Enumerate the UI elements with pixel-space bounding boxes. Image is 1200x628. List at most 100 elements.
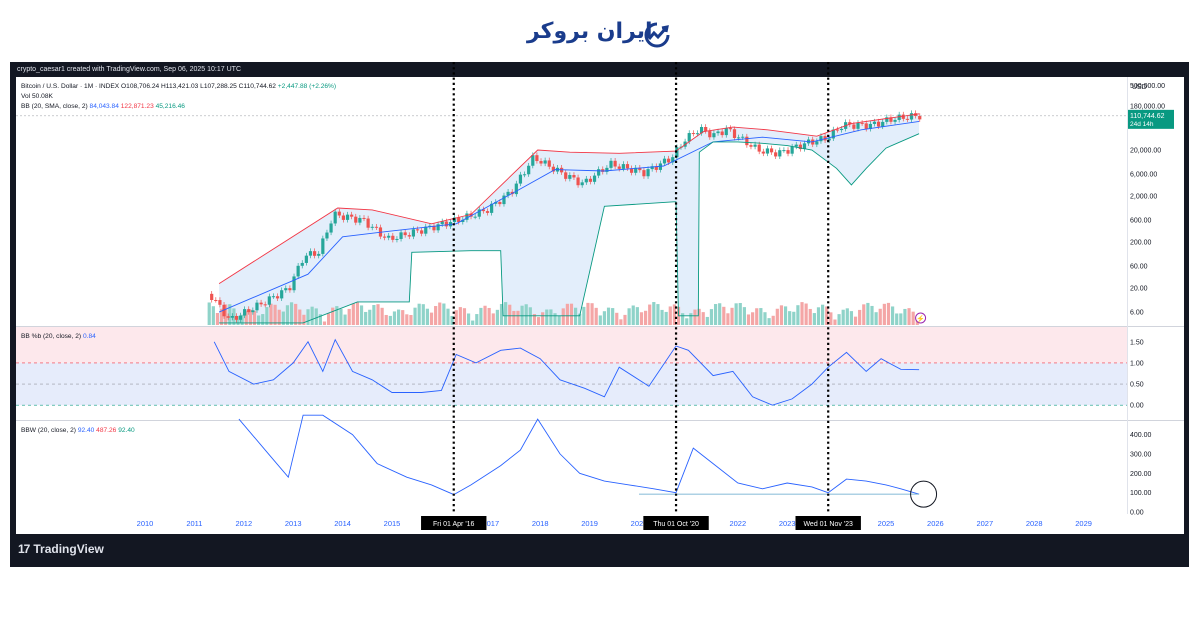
candle-body xyxy=(374,226,378,228)
candle-body xyxy=(275,296,280,299)
price-tick-label: 60.00 xyxy=(1130,264,1148,271)
volume-bar xyxy=(672,304,677,325)
candle-body xyxy=(905,118,910,120)
volume-bar xyxy=(380,307,384,325)
date-marker-badge xyxy=(643,516,709,530)
volume-bar xyxy=(462,308,467,325)
volume-bar xyxy=(479,307,483,325)
candle-body xyxy=(551,166,555,172)
pctb-tick-label: 1.00 xyxy=(1130,360,1144,367)
legend-bb-lower: 45,216.46 xyxy=(155,103,185,110)
volume-bar xyxy=(466,313,471,325)
candle-body xyxy=(366,218,370,228)
candle-body xyxy=(568,175,572,179)
candle-body xyxy=(403,232,407,236)
year-tick-label: 2027 xyxy=(976,519,993,528)
candle-body xyxy=(288,288,292,291)
candle-body xyxy=(502,195,506,205)
volume-bar xyxy=(450,315,454,325)
candle-body xyxy=(699,127,704,134)
volume-bar xyxy=(907,308,911,325)
volume-bar xyxy=(327,313,331,325)
volume-bar xyxy=(257,315,261,325)
volume-bar xyxy=(483,305,487,325)
candle-body xyxy=(387,235,391,238)
volume-bar xyxy=(368,309,372,325)
candle-body xyxy=(465,213,469,220)
volume-bar xyxy=(792,311,796,325)
candle-body xyxy=(395,238,399,240)
candle-body xyxy=(370,226,374,228)
volume-bar xyxy=(351,303,355,325)
volume-bar xyxy=(903,308,907,325)
bb-fill xyxy=(219,113,920,323)
candle-body xyxy=(415,229,420,231)
volume-bar xyxy=(718,303,722,325)
bb-basis-line xyxy=(218,120,920,313)
candle-body xyxy=(461,219,465,222)
volume-bar xyxy=(755,308,759,325)
volume-bar xyxy=(808,308,812,325)
candle-body xyxy=(724,128,728,136)
candle-body xyxy=(481,209,485,212)
bbw-tick-label: 400.00 xyxy=(1130,432,1152,439)
volume-bar xyxy=(516,310,520,325)
candle-body xyxy=(304,255,308,263)
year-tick-label: 2028 xyxy=(1026,519,1043,528)
volume-bar xyxy=(224,304,228,325)
volume-bar xyxy=(495,309,499,325)
candle-body xyxy=(860,122,864,124)
volume-bar xyxy=(508,304,512,325)
volume-bar xyxy=(804,303,808,325)
candle-body xyxy=(654,166,658,170)
volume-bar xyxy=(335,306,339,325)
year-tick-label: 2018 xyxy=(532,519,549,528)
volume-bar xyxy=(261,314,265,325)
volume-bar xyxy=(405,314,409,325)
legend-symbol: Bitcoin / U.S. Dollar · 1M · INDEX xyxy=(21,83,120,90)
date-marker-label: Wed 01 Nov '23 xyxy=(803,521,853,528)
candle-body xyxy=(251,310,255,313)
volume-bar xyxy=(532,314,537,325)
volume-bar xyxy=(899,313,903,325)
volume-bar xyxy=(849,311,854,325)
candle-body xyxy=(407,235,411,237)
candle-body xyxy=(564,172,568,179)
bb-upper-line xyxy=(218,113,920,284)
candle-body xyxy=(712,133,716,138)
candle-body xyxy=(646,169,650,177)
volume-bar xyxy=(434,306,438,325)
volume-bar xyxy=(359,305,364,325)
volume-bar xyxy=(289,302,294,325)
candle-body xyxy=(769,148,774,153)
candle-body xyxy=(247,309,251,313)
candle-body xyxy=(527,165,531,175)
price-tick-label: 20.00 xyxy=(1130,286,1148,293)
legend-close: C110,744.62 xyxy=(238,83,276,90)
volume-bar xyxy=(886,302,891,325)
candle-body xyxy=(218,300,222,305)
candle-body xyxy=(284,288,288,291)
candle-body xyxy=(790,146,794,154)
candle-body xyxy=(391,235,395,240)
tradingview-logo[interactable]: 17 TradingView xyxy=(18,542,104,556)
pctb-line xyxy=(213,338,920,406)
volume-bar xyxy=(602,311,607,325)
candle-body xyxy=(691,133,695,135)
lightning-icon[interactable] xyxy=(915,312,927,324)
volume-bar xyxy=(730,307,734,325)
date-marker-label: Thu 01 Oct '20 xyxy=(653,521,699,528)
volume-bar xyxy=(343,314,347,325)
volume-bar xyxy=(611,308,615,325)
candle-body xyxy=(572,175,576,178)
volume-bar xyxy=(318,314,322,325)
year-tick-label: 2023 xyxy=(779,519,796,528)
candle-body xyxy=(737,137,741,139)
volume-bar xyxy=(734,303,738,325)
candle-body xyxy=(889,117,893,122)
candle-body xyxy=(259,302,263,305)
candle-body xyxy=(321,238,325,254)
volume-bar xyxy=(269,303,273,325)
legend-bbw-value2: 487.26 xyxy=(96,427,117,434)
